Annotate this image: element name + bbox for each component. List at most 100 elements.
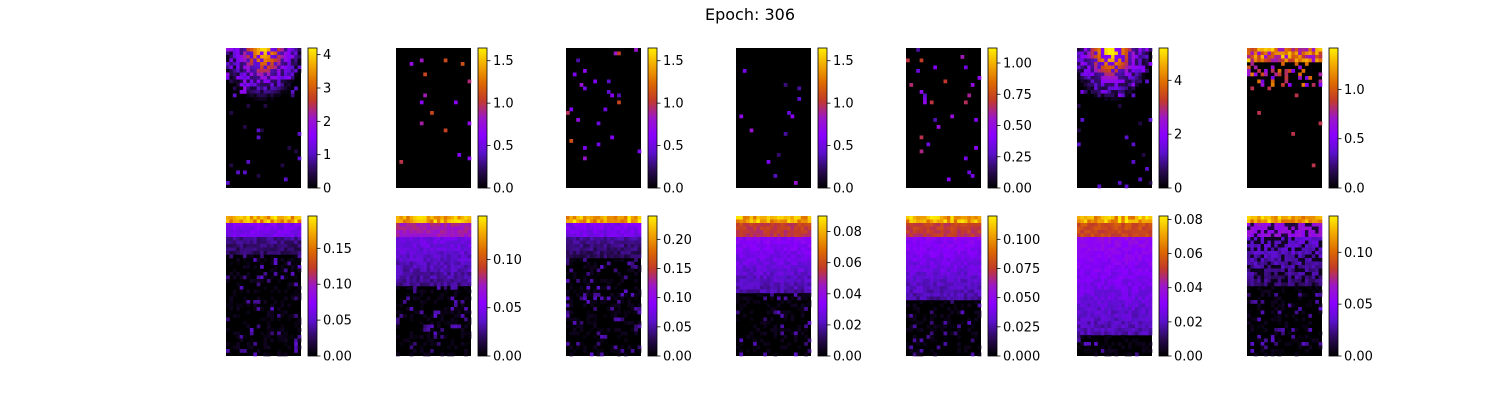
heatmap-cell: [746, 335, 750, 339]
heatmap-cell: [416, 282, 421, 287]
heatmap-cell: [793, 237, 798, 241]
heatmap-cell: [406, 296, 410, 301]
heatmap-cell: [1304, 254, 1309, 259]
heatmap-cell: [1111, 303, 1115, 308]
heatmap-cell: [1077, 282, 1081, 287]
heatmap-cell: [464, 265, 468, 269]
heatmap-cell: [637, 303, 642, 308]
heatmap-cell: [586, 282, 591, 287]
heatmap-cell: [950, 226, 955, 231]
heatmap-cell: [634, 258, 638, 262]
heatmap-cell: [246, 93, 251, 98]
heatmap-cell: [464, 342, 468, 346]
heatmap-cell: [783, 345, 788, 350]
heatmap-cell: [260, 48, 264, 52]
heatmap-cell: [589, 254, 594, 259]
heatmap-panel: 0.00.51.0: [1247, 47, 1365, 197]
heatmap-cell: [606, 219, 611, 224]
heatmap-cell: [1114, 233, 1119, 238]
heatmap-cell: [572, 328, 577, 332]
heatmap-cell: [1124, 251, 1129, 255]
heatmap-cell: [780, 272, 785, 276]
heatmap-cell: [297, 345, 302, 350]
heatmap-cell: [246, 48, 251, 52]
heatmap-cell: [273, 51, 278, 56]
heatmap-cell: [1134, 328, 1139, 332]
heatmap-cell: [1124, 93, 1129, 98]
heatmap-cell: [933, 226, 937, 231]
heatmap-cell: [419, 244, 424, 248]
heatmap-cell: [423, 268, 427, 273]
heatmap-cell: [256, 223, 261, 227]
heatmap-cell: [270, 219, 275, 224]
heatmap-cell: [569, 258, 574, 262]
heatmap-cell: [457, 272, 462, 276]
heatmap-cell: [600, 219, 604, 224]
heatmap-cell: [749, 219, 754, 224]
heatmap-cell: [1128, 317, 1132, 322]
heatmap-cell: [793, 279, 798, 283]
heatmap-cell: [294, 72, 298, 77]
heatmap-cell: [409, 314, 414, 318]
heatmap-cell: [1264, 226, 1268, 231]
heatmap-cell: [783, 335, 788, 339]
heatmap-cell: [1090, 321, 1095, 325]
heatmap-cell: [974, 275, 978, 280]
heatmap-cell: [977, 289, 982, 294]
heatmap-cell: [1111, 72, 1115, 77]
heatmap-cell: [1083, 55, 1088, 59]
heatmap-cell: [742, 275, 747, 280]
heatmap-cell: [967, 265, 972, 269]
colorbar: [1158, 47, 1169, 189]
heatmap-cell: [409, 335, 414, 339]
heatmap-cell: [797, 223, 802, 227]
heatmap-cell: [909, 83, 914, 87]
heatmap-cell: [960, 251, 965, 255]
heatmap-cell: [940, 237, 944, 241]
heatmap-cell: [912, 265, 917, 269]
heatmap-cell: [630, 233, 635, 238]
heatmap-cell: [1077, 51, 1081, 56]
heatmap-cell: [736, 223, 740, 227]
heatmap-cell: [1141, 300, 1146, 304]
heatmap-cell: [977, 345, 982, 350]
heatmap-cell: [1107, 345, 1112, 350]
heatmap-cell: [1087, 72, 1091, 77]
heatmap-cell: [736, 265, 740, 269]
heatmap-cell: [450, 352, 455, 357]
heatmap-cell: [440, 328, 445, 332]
heatmap-cell: [756, 254, 761, 259]
heatmap-cell: [957, 293, 961, 297]
heatmap-cell: [1124, 62, 1129, 66]
heatmap-cell: [229, 261, 234, 266]
heatmap-cell: [596, 254, 601, 259]
heatmap-cell: [290, 69, 295, 73]
heatmap-cell: [1270, 83, 1275, 87]
heatmap-cell: [753, 268, 757, 273]
heatmap-cell: [273, 233, 278, 238]
heatmap-cell: [1077, 335, 1081, 339]
heatmap-cell: [430, 261, 434, 266]
heatmap-cell: [1141, 230, 1146, 234]
heatmap-cell: [1080, 303, 1085, 308]
heatmap-cell: [940, 219, 944, 224]
heatmap-cell: [742, 265, 747, 269]
heatmap-cell: [440, 310, 445, 315]
heatmap-cell: [759, 293, 764, 297]
heatmap-cell: [749, 275, 754, 280]
heatmap-cell: [1260, 275, 1265, 280]
heatmap-cell: [1247, 233, 1251, 238]
heatmap-cell: [1077, 76, 1081, 80]
heatmap-cell: [1128, 90, 1132, 94]
heatmap-cell: [620, 254, 625, 259]
heatmap-cell: [766, 265, 771, 269]
heatmap-cell: [593, 233, 597, 238]
heatmap-cell: [1087, 240, 1091, 245]
heatmap-cell: [1274, 219, 1278, 224]
heatmap-cell: [963, 261, 968, 266]
heatmap-cell: [294, 293, 298, 297]
heatmap-cell: [787, 328, 791, 332]
heatmap-cell: [776, 303, 781, 308]
heatmap-cell: [933, 65, 937, 70]
heatmap-cell: [1253, 279, 1258, 283]
